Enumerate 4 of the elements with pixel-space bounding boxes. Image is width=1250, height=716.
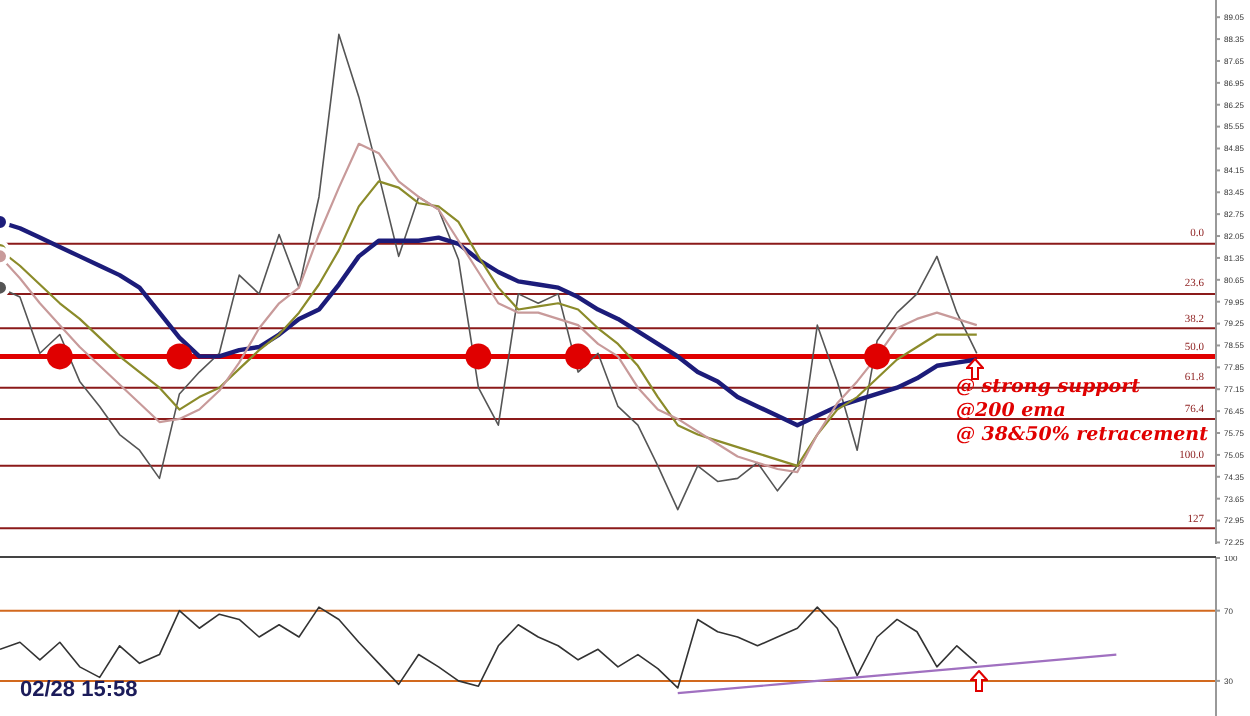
annotation: @200 ema bbox=[956, 400, 1066, 422]
annotation: @ 38&50% retracement bbox=[956, 424, 1208, 446]
line-series bbox=[676, 653, 1118, 695]
annotation: 02/28 15:58 bbox=[20, 678, 138, 702]
